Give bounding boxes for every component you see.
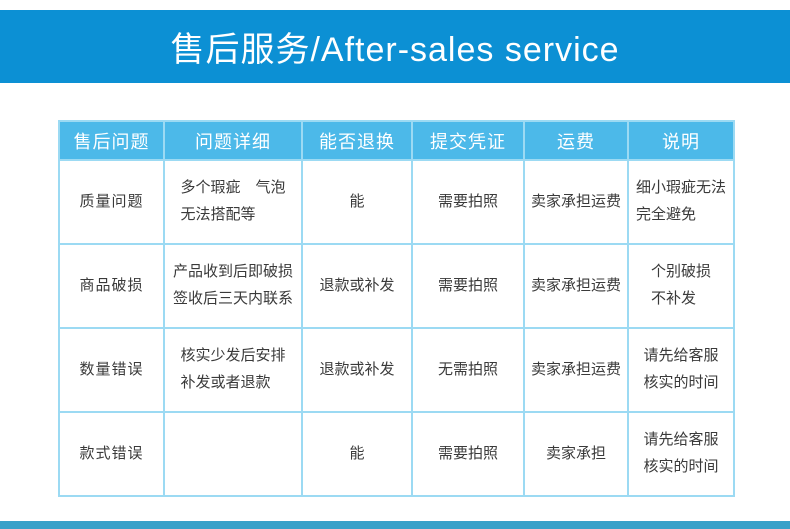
detail-line: 产品收到后即破损: [172, 264, 293, 280]
cell-note-lines: 请先给客服 核实的时间: [643, 343, 718, 397]
col-header-problem: 售后问题: [58, 120, 165, 161]
cell-problem: 质量问题: [58, 159, 165, 245]
cell-note: 请先给客服 核实的时间: [627, 411, 735, 497]
col-header-detail: 问题详细: [163, 120, 303, 161]
detail-line: 多个瑕疵 气泡: [180, 180, 286, 196]
cell-shipping: 卖家承担运费: [523, 327, 629, 413]
title-banner: 售后服务/After-sales service: [0, 10, 790, 83]
cell-detail-lines: 多个瑕疵 气泡 无法搭配等: [180, 175, 285, 229]
table-row: 质量问题 多个瑕疵 气泡 无法搭配等 能 需要拍照 卖家承担运费 细小瑕疵无法 …: [58, 159, 735, 245]
cell-problem: 数量错误: [58, 327, 165, 413]
cell-note-lines: 个别破损 不补发: [651, 259, 711, 313]
col-header-note: 说明: [627, 120, 735, 161]
cell-evidence: 需要拍照: [411, 411, 525, 497]
cell-detail-lines: 产品收到后即破损 签收后三天内联系: [173, 259, 293, 313]
cell-shipping: 卖家承担运费: [523, 159, 629, 245]
table-header-row: 售后问题 问题详细 能否退换 提交凭证 运费 说明: [58, 120, 735, 161]
cell-detail: [163, 411, 303, 497]
cell-note: 请先给客服 核实的时间: [627, 327, 735, 413]
cell-detail: 多个瑕疵 气泡 无法搭配等: [163, 159, 303, 245]
detail-line: 核实少发后安排: [180, 348, 286, 364]
cell-problem: 款式错误: [58, 411, 165, 497]
detail-line: 签收后三天内联系: [172, 291, 293, 307]
cell-exchange: 退款或补发: [301, 243, 413, 329]
cell-shipping: 卖家承担运费: [523, 243, 629, 329]
cell-exchange: 能: [301, 159, 413, 245]
table-row: 商品破损 产品收到后即破损 签收后三天内联系 退款或补发 需要拍照 卖家承担运费…: [58, 243, 735, 329]
cell-problem: 商品破损: [58, 243, 165, 329]
page-title: 售后服务/After-sales service: [170, 31, 620, 69]
note-line: 请先给客服: [643, 432, 719, 448]
col-header-shipping: 运费: [523, 120, 629, 161]
col-header-evidence: 提交凭证: [411, 120, 525, 161]
cell-exchange: 退款或补发: [301, 327, 413, 413]
after-sales-policy-table: 售后问题 问题详细 能否退换 提交凭证 运费 说明 质量问题 多个瑕疵 气泡 无…: [58, 120, 735, 497]
note-line: 完全避免: [635, 207, 696, 223]
bottom-accent-bar: [0, 521, 790, 529]
cell-evidence: 需要拍照: [411, 159, 525, 245]
cell-exchange: 能: [301, 411, 413, 497]
cell-shipping: 卖家承担: [523, 411, 629, 497]
note-line: 细小瑕疵无法: [635, 180, 726, 196]
col-header-exchange: 能否退换: [301, 120, 413, 161]
cell-note-lines: 请先给客服 核实的时间: [643, 427, 718, 481]
note-line: 核实的时间: [643, 459, 719, 475]
cell-detail: 核实少发后安排 补发或者退款: [163, 327, 303, 413]
note-line: 不补发: [650, 291, 696, 307]
cell-note-lines: 细小瑕疵无法 完全避免: [636, 175, 726, 229]
table-row: 款式错误 能 需要拍照 卖家承担 请先给客服 核实的时间: [58, 411, 735, 497]
cell-detail: 产品收到后即破损 签收后三天内联系: [163, 243, 303, 329]
note-line: 个别破损: [650, 264, 711, 280]
note-line: 请先给客服: [643, 348, 719, 364]
cell-note: 个别破损 不补发: [627, 243, 735, 329]
cell-note: 细小瑕疵无法 完全避免: [627, 159, 735, 245]
detail-line: 补发或者退款: [180, 375, 271, 391]
cell-evidence: 需要拍照: [411, 243, 525, 329]
cell-evidence: 无需拍照: [411, 327, 525, 413]
detail-line: 无法搭配等: [180, 207, 256, 223]
note-line: 核实的时间: [643, 375, 719, 391]
table-row: 数量错误 核实少发后安排 补发或者退款 退款或补发 无需拍照 卖家承担运费 请先…: [58, 327, 735, 413]
cell-detail-lines: 核实少发后安排 补发或者退款: [180, 343, 285, 397]
